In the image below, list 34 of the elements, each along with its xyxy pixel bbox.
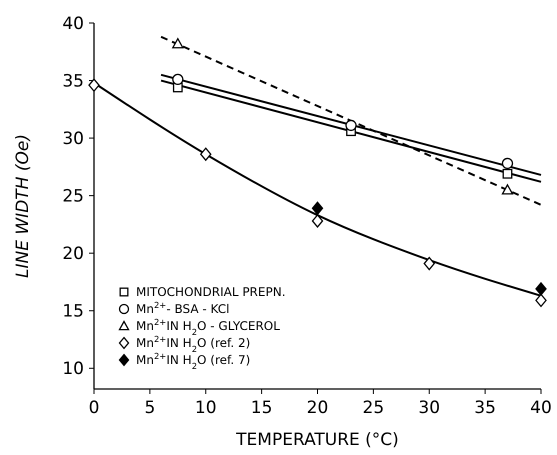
x-tick-label: 20: [306, 398, 328, 418]
point: [172, 38, 184, 48]
x-tick-label: 30: [418, 398, 440, 418]
x-tick-label: 25: [362, 398, 384, 418]
point: [424, 256, 435, 270]
point: [88, 78, 100, 92]
point: [502, 168, 512, 179]
point: [312, 202, 324, 215]
point: [502, 184, 514, 195]
x-axis-title: TEMPERATURE (°C): [235, 430, 399, 450]
point: [345, 120, 357, 132]
x-tick-label: 35: [474, 398, 496, 418]
x-tick-label: 15: [250, 398, 272, 418]
point: [502, 158, 514, 170]
y-tick-label: 10: [62, 359, 84, 380]
point: [200, 148, 212, 161]
y-tick-label: 25: [62, 186, 84, 207]
y-tick-label: 20: [62, 244, 84, 264]
y-tick-label: 15: [62, 302, 84, 322]
y-tick-label: 40: [62, 14, 84, 34]
x-tick-label: 10: [194, 398, 217, 418]
x-tick-label: 40: [530, 398, 552, 418]
y-tick-label: 35: [62, 71, 84, 92]
point: [312, 214, 324, 228]
y-tick-label: 30: [62, 129, 84, 150]
x-tick-label: 5: [144, 398, 156, 418]
point: [535, 294, 547, 308]
point: [172, 74, 184, 86]
x-tick-label: 0: [88, 398, 100, 418]
legend-label: MITOCHONDRIAL PREPN.: [136, 285, 286, 300]
legend-label: Mn$^{2+}$IN H$_{2}$O (ref. 7): [136, 351, 250, 372]
point: [535, 282, 547, 296]
y-axis-title: LINE WIDTH (Oe): [13, 134, 33, 278]
legend-label: Mn$^{2+}$- BSA - KCl: [136, 300, 230, 316]
